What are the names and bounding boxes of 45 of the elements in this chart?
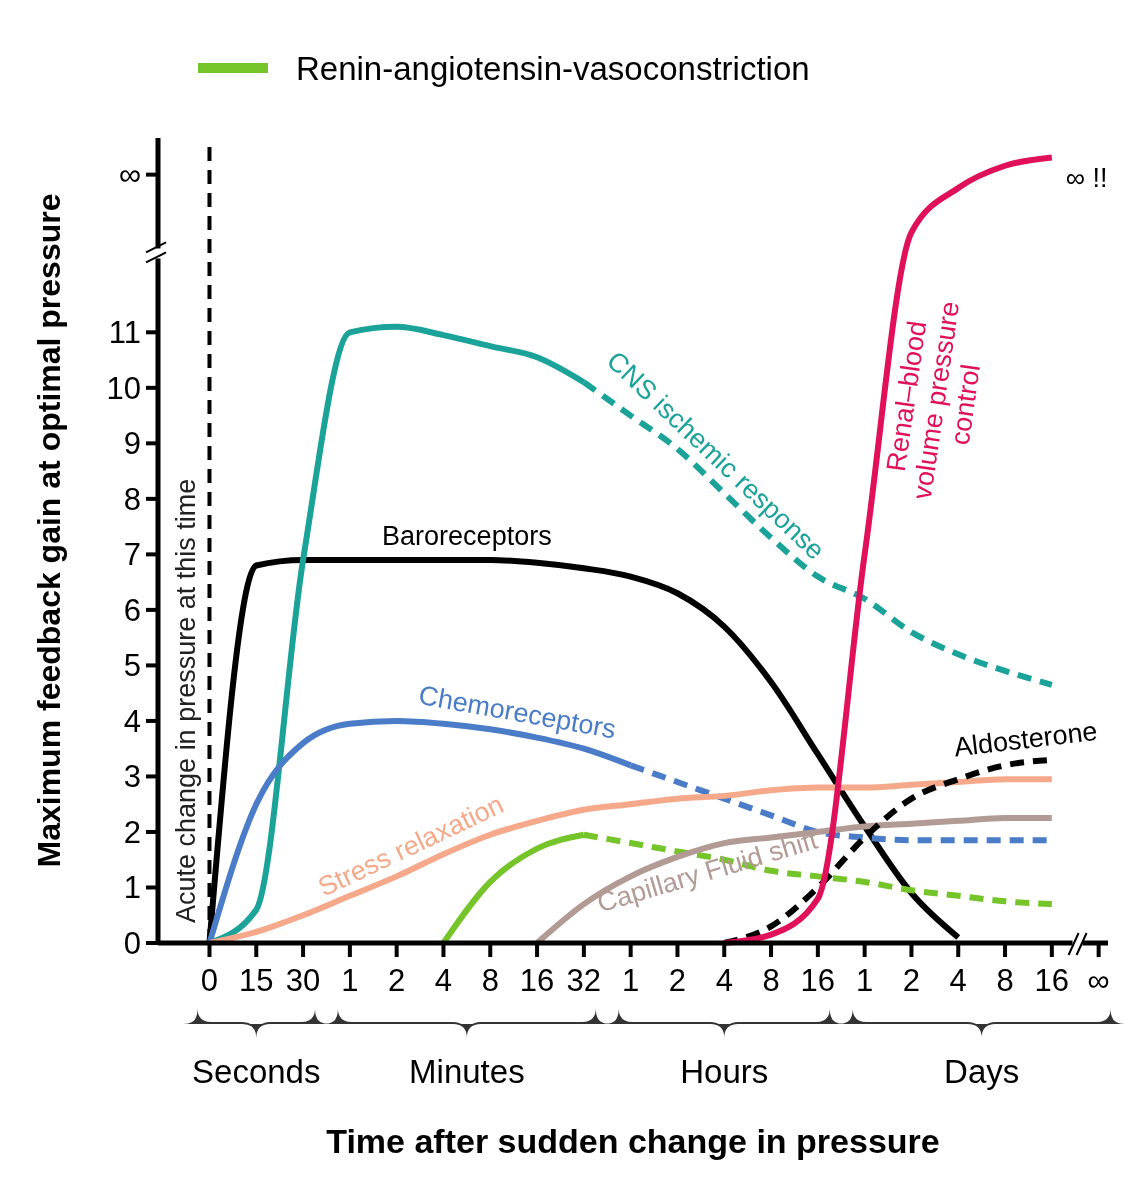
y-tick-label: 11 — [108, 315, 141, 351]
x-tick-label: 16 — [1034, 963, 1070, 998]
text: Days — [944, 1053, 1020, 1090]
x-tick-label: 1 — [856, 963, 874, 998]
x-tick-label: 4 — [434, 963, 453, 998]
x-tick-label: ∞ — [1087, 963, 1110, 998]
text: Hours — [680, 1053, 769, 1090]
x-tick-label: 4 — [715, 963, 733, 998]
y-tick-label: 1 — [123, 870, 141, 906]
x-tick-label: 8 — [762, 963, 780, 998]
y-tick-label: 4 — [123, 703, 141, 739]
series-label: Baroreceptors — [382, 521, 552, 552]
x-tick-label: 2 — [668, 963, 687, 998]
y-axis-title: Maximum feedback gain at optimal pressure — [31, 193, 67, 868]
x-tick-label: 8 — [996, 963, 1014, 998]
y-tick-label: 5 — [123, 648, 141, 684]
legend-label: Renin-angiotensin-vasoconstriction — [296, 49, 810, 87]
x-tick-label: 16 — [519, 963, 555, 998]
y-tick-label: 10 — [106, 370, 141, 406]
x-tick-label: 1 — [341, 963, 359, 998]
text: Aldosterone — [952, 715, 1099, 763]
text: Renal–blood volume pressure control — [880, 299, 987, 502]
x-tick-label: 30 — [285, 963, 321, 998]
y-tick-label: 6 — [123, 592, 141, 628]
x-tick-label: 4 — [949, 963, 967, 998]
x-axis-title: Time after sudden change in pressure — [326, 1122, 940, 1160]
x-tick-label: 1 — [622, 963, 640, 998]
x-tick-label: 15 — [239, 963, 274, 998]
x-tick-label: 16 — [800, 963, 836, 998]
y-tick-label: 3 — [123, 759, 141, 795]
y-tick-label: 2 — [123, 814, 141, 850]
y-tick-label: 9 — [123, 426, 141, 462]
x-tick-label: 2 — [902, 963, 921, 998]
annotation: ∞ !! — [1065, 163, 1108, 194]
ref-line-label: Acute change in pressure at this time — [171, 478, 202, 923]
text: Minutes — [409, 1053, 525, 1090]
x-tick-label: 8 — [481, 963, 499, 998]
x-tick-label: 0 — [200, 963, 219, 998]
text: Seconds — [192, 1053, 321, 1090]
y-tick-label: ∞ — [118, 157, 141, 193]
x-tick-label: 2 — [388, 963, 406, 998]
x-tick-label: 32 — [566, 963, 602, 998]
y-tick-label: 8 — [123, 481, 141, 517]
y-tick-label: 7 — [123, 537, 141, 573]
y-tick-label: 0 — [123, 925, 141, 961]
